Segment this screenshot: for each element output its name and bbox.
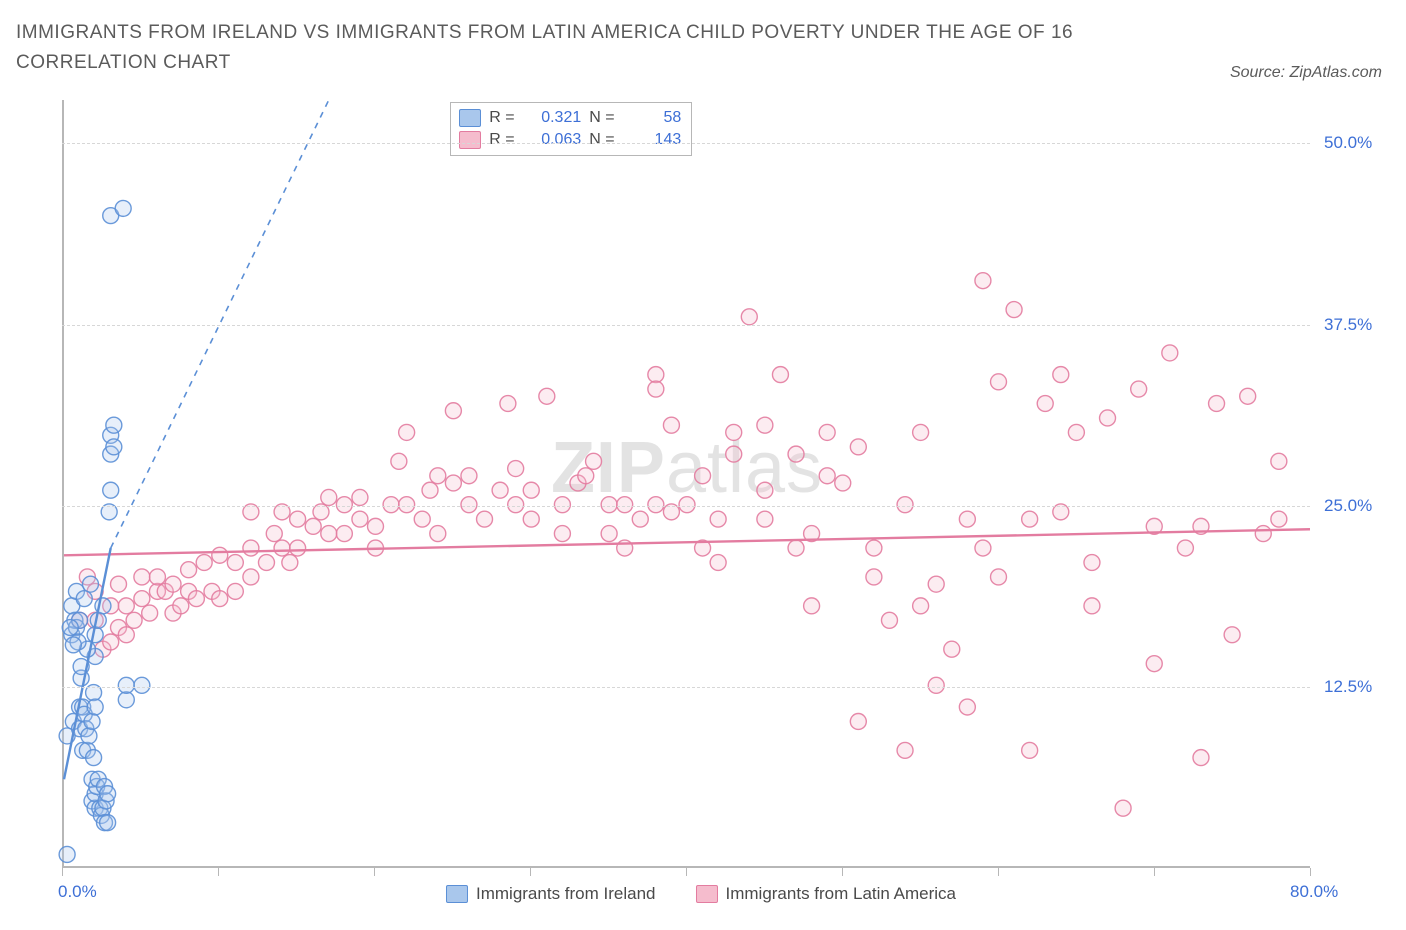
x-tick xyxy=(1154,868,1155,876)
y-tick-label: 25.0% xyxy=(1324,496,1372,516)
stats-info-box: R = 0.321 N = 58 R = 0.063 N = 143 xyxy=(450,102,692,156)
x-tick xyxy=(218,868,219,876)
stat-n-label2: N = xyxy=(589,129,615,151)
x-tick xyxy=(998,868,999,876)
legend-item-ireland: Immigrants from Ireland xyxy=(446,884,656,904)
legend-swatch-latin xyxy=(695,885,717,903)
legend-label-latin: Immigrants from Latin America xyxy=(725,884,956,904)
y-tick-label: 37.5% xyxy=(1324,315,1372,335)
stat-n-latin: 143 xyxy=(623,129,681,151)
legend-label-ireland: Immigrants from Ireland xyxy=(476,884,656,904)
stats-row-ireland: R = 0.321 N = 58 xyxy=(459,107,681,129)
stat-n-label: N = xyxy=(589,107,615,129)
source-label: Source: ZipAtlas.com xyxy=(1230,64,1382,82)
swatch-ireland xyxy=(459,109,481,127)
y-tick-label: 50.0% xyxy=(1324,133,1372,153)
x-label-right: 80.0% xyxy=(1290,882,1338,902)
legend-bottom: Immigrants from Ireland Immigrants from … xyxy=(446,884,956,904)
stat-r-label: R = xyxy=(489,107,515,129)
stat-r-latin: 0.063 xyxy=(523,129,581,151)
chart-title: IMMIGRANTS FROM IRELAND VS IMMIGRANTS FR… xyxy=(16,18,1206,78)
legend-item-latin: Immigrants from Latin America xyxy=(695,884,956,904)
swatch-latin xyxy=(459,131,481,149)
x-label-left: 0.0% xyxy=(58,882,97,902)
stats-row-latin: R = 0.063 N = 143 xyxy=(459,129,681,151)
x-tick xyxy=(686,868,687,876)
chart-outer: Child Poverty Under the Age of 16 ZIPatl… xyxy=(16,92,1386,910)
stat-r-label2: R = xyxy=(489,129,515,151)
x-tick xyxy=(62,868,63,876)
legend-swatch-ireland xyxy=(446,885,468,903)
x-tick xyxy=(842,868,843,876)
stat-n-ireland: 58 xyxy=(623,107,681,129)
x-tick xyxy=(1310,868,1311,876)
plot-svg xyxy=(64,100,1310,866)
plot-area: ZIPatlas R = 0.321 N = 58 R = 0.063 N = … xyxy=(62,100,1310,868)
x-tick xyxy=(530,868,531,876)
x-tick xyxy=(374,868,375,876)
y-tick-label: 12.5% xyxy=(1324,677,1372,697)
chart-container: IMMIGRANTS FROM IRELAND VS IMMIGRANTS FR… xyxy=(0,0,1406,930)
stat-r-ireland: 0.321 xyxy=(523,107,581,129)
